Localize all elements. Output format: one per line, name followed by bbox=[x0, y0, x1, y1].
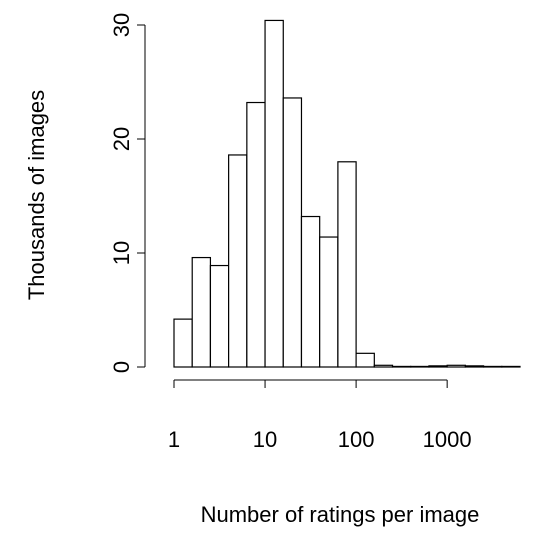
y-axis-label: Thousands of images bbox=[24, 90, 49, 300]
x-tick-label: 10 bbox=[253, 427, 277, 452]
bar bbox=[228, 154, 248, 368]
bar bbox=[464, 365, 485, 368]
bar bbox=[373, 364, 394, 368]
bar bbox=[482, 365, 503, 368]
x-tick-label: 100 bbox=[338, 427, 375, 452]
y-tick-label: 30 bbox=[109, 13, 134, 37]
x-axis-label: Number of ratings per image bbox=[201, 502, 480, 527]
y-tick-label: 0 bbox=[109, 361, 134, 373]
bar bbox=[246, 101, 266, 368]
bar bbox=[319, 236, 339, 368]
bar bbox=[337, 161, 357, 368]
x-tick-label: 1 bbox=[168, 427, 180, 452]
x-tick-label: 1000 bbox=[423, 427, 472, 452]
y-tick-label: 10 bbox=[109, 241, 134, 265]
bar bbox=[410, 365, 430, 368]
bar bbox=[428, 365, 448, 368]
bar bbox=[391, 365, 412, 368]
bar bbox=[173, 318, 193, 368]
bar bbox=[191, 256, 212, 368]
bar bbox=[282, 97, 303, 368]
bar bbox=[264, 19, 284, 368]
bar bbox=[501, 365, 521, 368]
y-tick-label: 20 bbox=[109, 127, 134, 151]
bar bbox=[355, 352, 375, 368]
bar bbox=[300, 215, 321, 368]
bar bbox=[446, 364, 466, 368]
bar bbox=[209, 264, 230, 368]
